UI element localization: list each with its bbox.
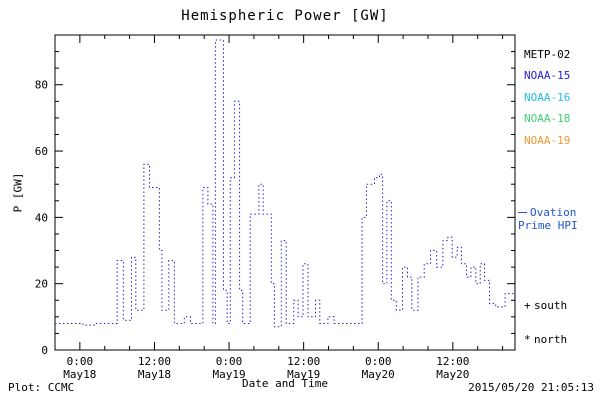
x-tick-date: May18: [138, 368, 171, 381]
legend-marker-south: + south: [524, 299, 568, 312]
line-sample-icon: [518, 212, 527, 214]
y-tick-label: 20: [35, 278, 48, 291]
x-tick-date: May18: [63, 368, 96, 381]
y-tick-label: 40: [35, 211, 48, 224]
x-tick-time: 12:00: [287, 355, 320, 368]
hpi-series-line: [55, 39, 515, 328]
plot-timestamp: 2015/05/20 21:05:13: [468, 381, 594, 394]
legend-marker-north: * north: [524, 333, 568, 346]
x-tick-time: 0:00: [67, 355, 94, 368]
legend-item-metp02: METP-02: [524, 48, 571, 61]
legend-item-noaa15: NOAA-15: [524, 69, 571, 82]
x-tick-date: May19: [287, 368, 320, 381]
legend-item-noaa16: NOAA-16: [524, 91, 571, 104]
legend-item-noaa19: NOAA-19: [524, 134, 571, 147]
x-tick-time: 12:00: [436, 355, 469, 368]
asterisk-marker-icon: *: [524, 333, 531, 346]
y-tick-label: 0: [41, 344, 48, 357]
x-tick-date: May20: [362, 368, 395, 381]
y-tick-label: 80: [35, 79, 48, 92]
x-tick-date: May20: [436, 368, 469, 381]
legend-item-noaa18: NOAA-18: [524, 112, 571, 125]
x-tick-time: 0:00: [216, 355, 243, 368]
x-tick-time: 12:00: [138, 355, 171, 368]
x-axis-label: Date and Time: [241, 377, 329, 390]
legend-ovation: Ovation Prime HPI: [518, 206, 578, 232]
x-tick-date: May19: [212, 368, 245, 381]
axis-frame: [54, 34, 516, 351]
legend-ovation-line1: Ovation: [518, 206, 578, 219]
legend-ovation-line2: Prime HPI: [518, 219, 578, 232]
plus-marker-icon: +: [524, 299, 531, 312]
chart-title: Hemispheric Power [GW]: [181, 8, 389, 24]
y-tick-label: 60: [35, 145, 48, 158]
plot-source: Plot: CCMC: [8, 381, 75, 394]
x-tick-time: 0:00: [365, 355, 392, 368]
